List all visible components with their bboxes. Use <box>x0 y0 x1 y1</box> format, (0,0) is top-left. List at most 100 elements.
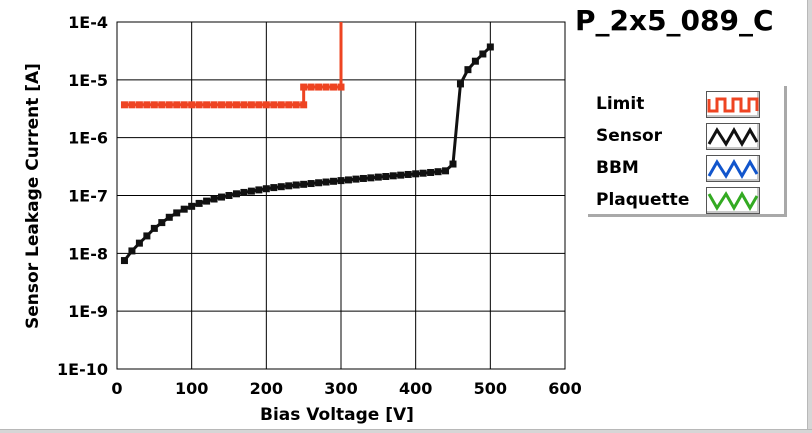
series-line-limit <box>124 22 343 107</box>
data-point <box>427 168 435 176</box>
data-point <box>218 101 226 109</box>
data-point <box>143 232 151 240</box>
data-point <box>449 160 457 168</box>
y-tick-label: 1E-5 <box>68 71 108 90</box>
legend: Limit Sensor BBM Plaque <box>588 86 787 217</box>
data-point <box>337 83 345 91</box>
data-point <box>285 101 293 109</box>
data-point <box>330 177 338 185</box>
x-axis-label: Bias Voltage [V] <box>260 405 414 425</box>
data-point <box>419 169 427 177</box>
data-point <box>300 83 308 91</box>
data-point <box>307 180 315 188</box>
window-edge-right <box>807 0 812 433</box>
data-point <box>195 199 203 207</box>
data-point <box>285 182 293 190</box>
data-point <box>374 173 382 181</box>
data-point <box>270 101 278 109</box>
data-point <box>352 175 360 183</box>
series-line-sensor <box>123 45 492 262</box>
data-point <box>225 192 233 199</box>
x-axis: 0 100 200 300 400 500 600 <box>111 379 581 398</box>
data-point <box>262 101 270 109</box>
legend-label: Plaquette <box>596 190 690 210</box>
data-point <box>442 167 450 175</box>
data-point <box>128 247 136 255</box>
data-point <box>337 177 345 185</box>
data-point <box>188 202 196 210</box>
data-point <box>247 187 255 195</box>
series-limit <box>120 22 345 109</box>
data-point <box>240 188 248 196</box>
data-point <box>464 66 472 74</box>
data-point <box>322 83 330 91</box>
legend-label: Limit <box>596 94 645 114</box>
data-point <box>203 101 211 109</box>
data-point <box>210 195 218 203</box>
data-point <box>232 101 240 109</box>
window-edge-bottom <box>0 429 812 433</box>
data-point <box>143 101 151 109</box>
y-axis: 1E-10 1E-9 1E-8 1E-7 1E-6 1E-5 1E-4 <box>57 13 108 379</box>
data-point <box>315 179 323 187</box>
data-point <box>120 101 128 109</box>
data-point <box>322 178 330 186</box>
square-wave-icon <box>707 97 759 113</box>
x-tick-label: 400 <box>399 379 432 398</box>
series-sensor <box>120 43 494 265</box>
data-point <box>188 101 196 109</box>
legend-item-bbm[interactable]: BBM <box>588 152 784 184</box>
data-point <box>404 170 412 178</box>
data-point <box>382 173 390 181</box>
data-point <box>359 174 367 182</box>
data-point <box>218 193 226 201</box>
data-point <box>135 101 143 109</box>
y-tick-label: 1E-4 <box>68 13 108 32</box>
data-point <box>315 83 323 91</box>
data-point <box>270 184 278 192</box>
data-point <box>307 83 315 91</box>
data-point <box>456 80 464 88</box>
data-point <box>240 101 248 109</box>
data-point <box>412 170 420 178</box>
data-point <box>165 213 173 221</box>
data-point <box>344 176 352 184</box>
data-point <box>486 43 494 51</box>
data-point <box>292 181 300 189</box>
data-point <box>128 101 136 109</box>
data-point <box>367 174 375 182</box>
y-tick-label: 1E-6 <box>68 129 108 148</box>
data-point <box>158 219 166 227</box>
legend-item-plaquette[interactable]: Plaquette <box>588 184 784 216</box>
data-point <box>173 101 181 109</box>
data-point <box>232 190 240 198</box>
data-point <box>180 205 188 213</box>
y-tick-label: 1E-7 <box>68 187 108 206</box>
triangle-wave-icon <box>707 190 759 212</box>
legend-label: Sensor <box>596 126 663 146</box>
data-point <box>434 168 442 176</box>
data-point <box>150 224 158 232</box>
legend-swatch-plaquette <box>706 187 760 214</box>
data-point <box>255 186 263 194</box>
y-tick-label: 1E-9 <box>68 302 108 321</box>
data-point <box>292 101 300 109</box>
data-point <box>225 101 233 109</box>
data-point <box>180 101 188 109</box>
legend-swatch-bbm <box>706 155 760 182</box>
legend-swatch-limit <box>706 91 760 118</box>
legend-label: BBM <box>596 158 639 178</box>
data-point <box>173 209 181 217</box>
legend-item-limit[interactable]: Limit <box>588 88 784 120</box>
data-point <box>247 101 255 109</box>
data-point <box>277 183 285 191</box>
x-tick-label: 500 <box>474 379 507 398</box>
y-axis-label: Sensor Leakage Current [A] <box>23 63 43 329</box>
legend-item-sensor[interactable]: Sensor <box>588 120 784 152</box>
chart-title: P_2x5_089_C <box>575 4 774 37</box>
data-point <box>150 101 158 109</box>
data-point <box>471 57 479 65</box>
data-point <box>255 101 263 109</box>
